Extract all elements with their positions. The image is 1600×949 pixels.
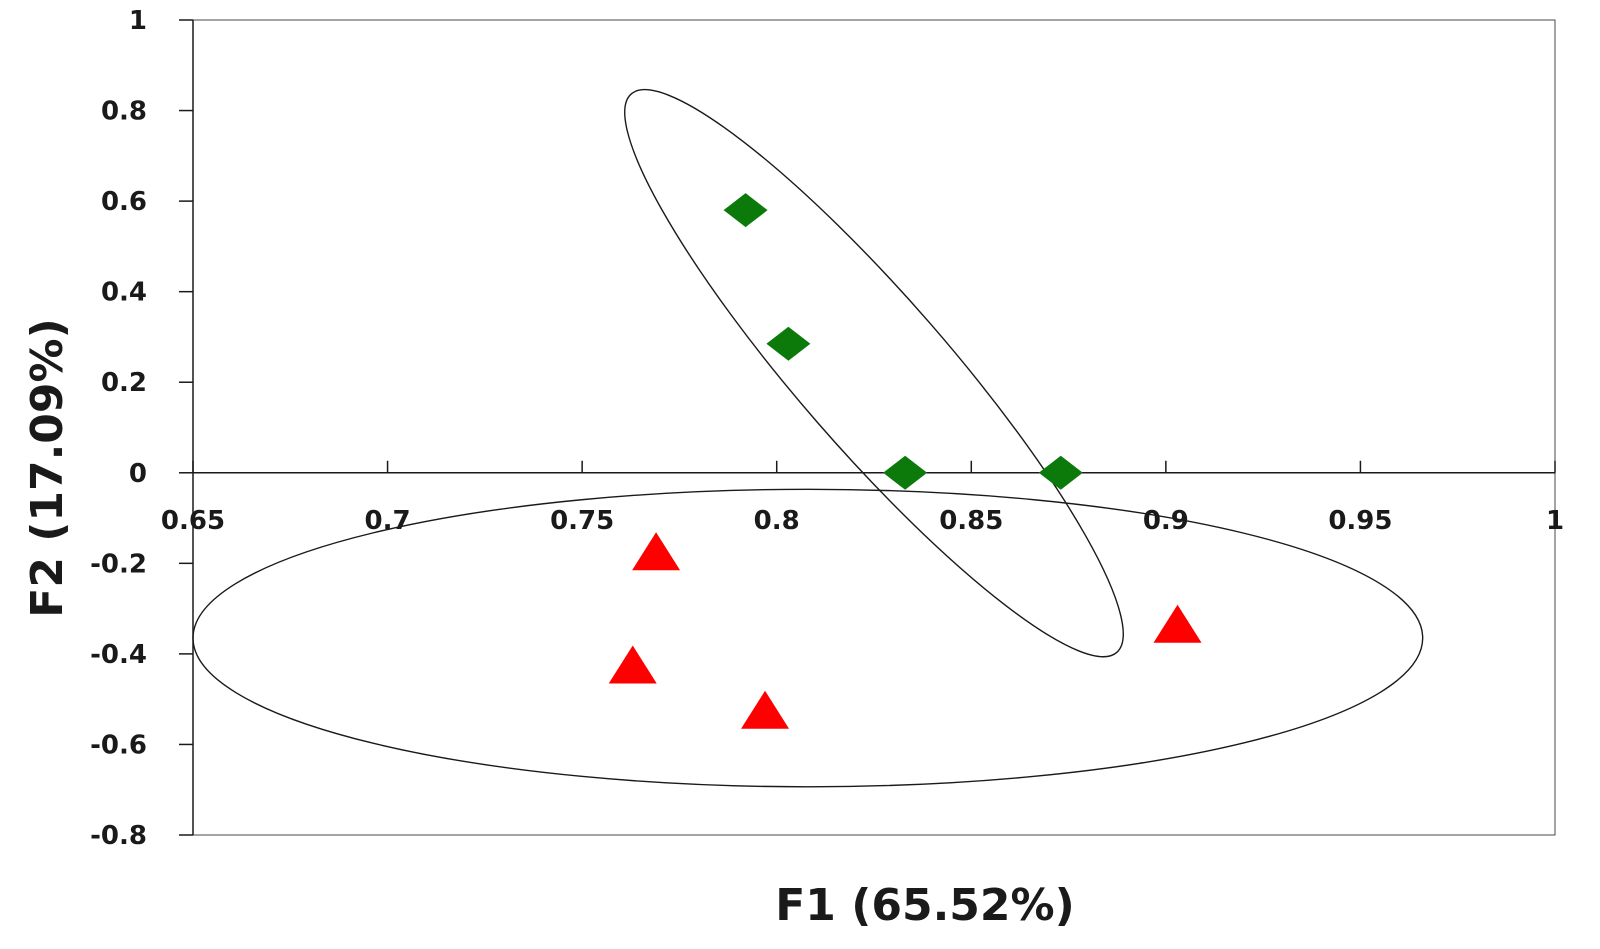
- y-tick-label: -0.2: [90, 549, 147, 579]
- triangle-point-3: [741, 690, 790, 729]
- x-tick-label: 0.65: [161, 506, 225, 536]
- axes-layer: 1 0.8 0.6 0.4 0.2 0 -0.2 -0.4 -0.6 -0.8 0.65 0.7 0.7…: [90, 6, 1564, 851]
- diamond-point-1: [723, 193, 768, 228]
- y-tick-label: -0.4: [90, 640, 147, 670]
- y-tick-label: 0.6: [101, 187, 147, 217]
- diamond-point-2: [766, 326, 811, 361]
- triangle-point-1: [632, 532, 681, 571]
- x-axis-title: F1 (65.52%): [775, 880, 1074, 931]
- y-tick-label: -0.8: [90, 821, 147, 851]
- x-tick-label: 0.7: [365, 506, 411, 536]
- y-tick-label: -0.6: [90, 730, 147, 760]
- x-tick-label: 0.8: [754, 506, 800, 536]
- triangle-point-2: [608, 645, 657, 684]
- x-tick-label: 0.85: [939, 506, 1003, 536]
- y-tick-label: 0.8: [101, 97, 147, 127]
- diamond-point-4: [1038, 455, 1083, 490]
- x-tick-label: 0.75: [550, 506, 614, 536]
- y-tick-label: 0.4: [101, 278, 147, 308]
- y-tick-label: 0: [129, 459, 147, 489]
- plot-area: [192, 19, 1556, 836]
- x-tick-label: 1: [1546, 506, 1564, 536]
- y-tick-label: 0.2: [101, 368, 147, 398]
- x-tick-label: 0.9: [1143, 506, 1189, 536]
- y-axis-title: F2 (17.09%): [22, 318, 73, 617]
- x-tick-label: 0.95: [1328, 506, 1392, 536]
- diamond-point-3: [883, 455, 928, 490]
- y-tick-label: 1: [129, 6, 147, 36]
- confidence-ellipse-1: [624, 88, 1124, 658]
- points-layer: [608, 193, 1202, 729]
- triangle-point-4: [1153, 604, 1202, 643]
